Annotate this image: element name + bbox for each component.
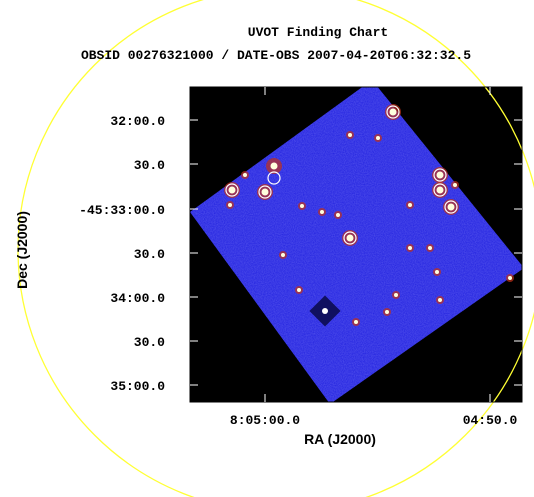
star xyxy=(385,310,389,314)
star xyxy=(376,136,380,140)
source-marker xyxy=(225,183,239,197)
star xyxy=(436,186,444,194)
field-of-view xyxy=(17,0,534,497)
tick-marks xyxy=(190,87,522,402)
x-axis-label: RA (J2000) xyxy=(304,431,376,447)
star xyxy=(300,204,304,208)
y-axis-label: Dec (J2000) xyxy=(14,211,30,289)
source-marker xyxy=(258,185,272,199)
source-marker xyxy=(444,200,458,214)
x-tick-label: 04:50.0 xyxy=(463,413,518,428)
plot-frame xyxy=(189,86,523,403)
star xyxy=(228,186,236,194)
star xyxy=(261,188,269,196)
star xyxy=(228,203,232,207)
y-tick-label: 35:00.0 xyxy=(110,379,165,394)
y-tick-label: 30.0 xyxy=(134,158,165,173)
y-tick-label: -45:33:00.0 xyxy=(79,203,165,218)
star xyxy=(281,253,285,257)
source-marker xyxy=(433,168,447,182)
star xyxy=(394,293,398,297)
star xyxy=(297,288,301,292)
star xyxy=(408,246,412,250)
star xyxy=(447,203,455,211)
image xyxy=(190,87,522,402)
stars xyxy=(224,104,514,327)
y-tick-label: 34:00.0 xyxy=(110,291,165,306)
source-marker xyxy=(267,171,281,185)
star xyxy=(408,203,412,207)
source-marker xyxy=(386,105,400,119)
subtitle: OBSID 00276321000 / DATE-OBS 2007-04-20T… xyxy=(81,48,471,63)
title: UVOT Finding Chart xyxy=(248,25,388,40)
y-tick-label: 30.0 xyxy=(134,247,165,262)
star xyxy=(322,308,328,314)
source-marker xyxy=(343,231,357,245)
y-tick-label: 30.0 xyxy=(134,335,165,350)
star xyxy=(354,320,358,324)
star xyxy=(348,133,352,137)
y-tick-label: 32:00.0 xyxy=(110,114,165,129)
star xyxy=(436,171,444,179)
star xyxy=(346,234,354,242)
star xyxy=(435,270,439,274)
star xyxy=(438,298,442,302)
star xyxy=(428,246,432,250)
star xyxy=(508,276,512,280)
star xyxy=(320,210,324,214)
star xyxy=(243,173,247,177)
star xyxy=(336,213,340,217)
star xyxy=(389,108,397,116)
x-tick-label: 8:05:00.0 xyxy=(230,413,300,428)
star xyxy=(453,183,457,187)
source-marker xyxy=(433,183,447,197)
star xyxy=(270,162,278,170)
